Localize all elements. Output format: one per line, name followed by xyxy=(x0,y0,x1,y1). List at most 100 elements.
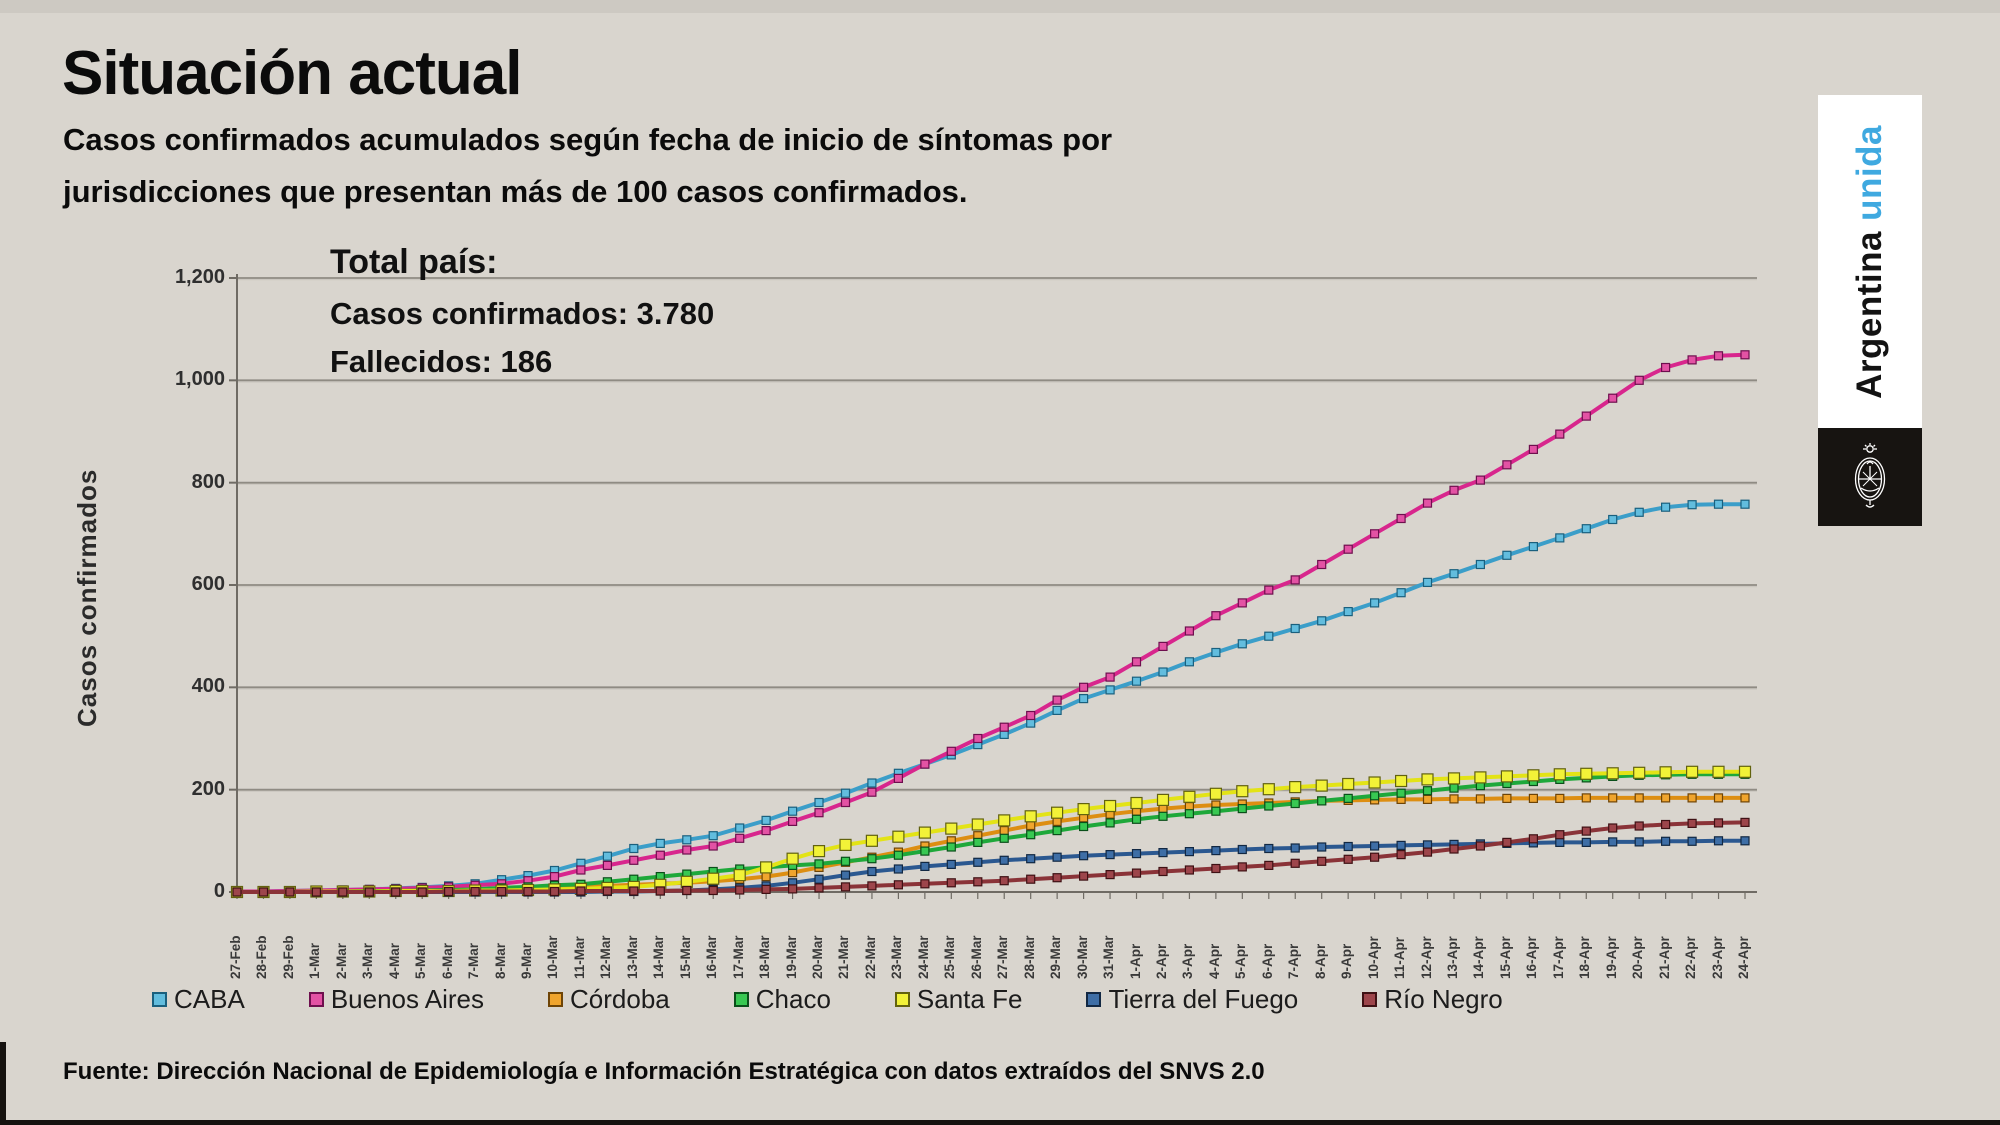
x-tick-label: 23-Mar xyxy=(889,935,905,979)
argentina-unida-text: Argentina unida xyxy=(1850,125,1890,399)
x-tick-label: 14-Apr xyxy=(1471,936,1487,979)
x-tick-label: 8-Apr xyxy=(1312,943,1328,979)
legend-swatch xyxy=(152,992,167,1007)
frame-edge-top xyxy=(0,0,2000,13)
x-tick-label: 22-Mar xyxy=(862,935,878,979)
x-tick-label: 3-Apr xyxy=(1180,943,1196,979)
banner-word-argentina: Argentina xyxy=(1850,230,1889,399)
legend-item-caba: CABA xyxy=(152,984,245,1015)
source-footer: Fuente: Dirección Nacional de Epidemiolo… xyxy=(63,1058,1265,1085)
x-tick-label: 29-Feb xyxy=(280,935,296,979)
x-tick-label: 26-Mar xyxy=(968,935,984,979)
legend-label: Córdoba xyxy=(570,984,670,1014)
x-tick-label: 16-Apr xyxy=(1524,936,1540,979)
legend-item-santa-fe: Santa Fe xyxy=(894,984,1023,1015)
x-tick-label: 24-Mar xyxy=(915,935,931,979)
x-tick-label: 31-Mar xyxy=(1101,935,1117,979)
x-tick-label: 5-Mar xyxy=(413,942,429,979)
x-tick-label: 13-Mar xyxy=(624,935,640,979)
legend-item-río-negro: Río Negro xyxy=(1362,984,1503,1015)
legend-item-córdoba: Córdoba xyxy=(548,984,670,1015)
x-tick-label: 30-Mar xyxy=(1074,935,1090,979)
x-tick-label: 11-Apr xyxy=(1392,936,1408,979)
y-tick-label: 1,000 xyxy=(174,368,225,391)
x-tick-label: 28-Mar xyxy=(1021,935,1037,979)
x-tick-label: 12-Mar xyxy=(598,935,614,979)
x-tick-label: 18-Mar xyxy=(757,935,773,979)
argentina-coat-of-arms-icon xyxy=(1854,443,1886,508)
banner-word-unida: unida xyxy=(1850,124,1889,221)
x-tick-label: 22-Apr xyxy=(1683,936,1699,979)
legend: CABA Buenos Aires Córdoba Chaco Santa Fe Tier… xyxy=(152,984,1567,1015)
x-tick-label: 15-Apr xyxy=(1497,936,1513,979)
x-tick-label: 20-Apr xyxy=(1630,936,1646,979)
x-tick-label: 21-Mar xyxy=(836,935,852,979)
x-tick-label: 6-Apr xyxy=(1259,943,1275,979)
x-tick-label: 15-Mar xyxy=(677,935,693,979)
x-tick-label: 17-Mar xyxy=(730,935,746,979)
legend-label: Tierra del Fuego xyxy=(1108,984,1299,1014)
legend-swatch xyxy=(308,992,324,1007)
x-tick-label: 24-Apr xyxy=(1736,936,1751,979)
frame-edge-bottom xyxy=(0,1120,2000,1125)
x-tick-label: 1-Apr xyxy=(1127,943,1143,979)
x-tick-label: 9-Mar xyxy=(519,942,535,979)
x-tick-label: 4-Apr xyxy=(1206,943,1222,979)
x-tick-label: 7-Apr xyxy=(1286,943,1302,979)
legend-swatch xyxy=(1086,992,1102,1007)
y-tick-label: 800 xyxy=(191,470,225,493)
x-tick-label: 27-Feb xyxy=(228,935,243,979)
total-country-annotation: Total país: Casos confirmados: 3.780 Fal… xyxy=(330,243,714,380)
frame-edge-left xyxy=(0,1042,6,1125)
legend-label: Santa Fe xyxy=(916,984,1023,1014)
x-tick-label: 19-Mar xyxy=(783,935,799,979)
coat-of-arms-box xyxy=(1818,428,1922,526)
legend-label: Chaco xyxy=(755,984,831,1014)
legend-item-buenos-aires: Buenos Aires xyxy=(308,984,485,1015)
legend-swatch xyxy=(1362,992,1378,1007)
page-title: Situación actual xyxy=(62,39,522,108)
x-tick-label: 10-Mar xyxy=(545,935,561,979)
y-tick-label: 400 xyxy=(191,675,225,698)
legend-label: Río Negro xyxy=(1384,984,1503,1014)
x-tick-label: 27-Mar xyxy=(995,935,1011,979)
x-tick-label: 18-Apr xyxy=(1577,936,1593,979)
x-tick-label: 14-Mar xyxy=(651,935,667,979)
y-tick-label: 1,200 xyxy=(174,266,225,288)
legend-label: CABA xyxy=(174,984,245,1014)
x-tick-label: 13-Apr xyxy=(1444,936,1460,979)
x-tick-label: 17-Apr xyxy=(1550,936,1566,979)
x-tick-label: 5-Apr xyxy=(1233,943,1249,979)
annotation-confirmed-cases: Casos confirmados: 3.780 xyxy=(330,296,715,331)
x-tick-label: 2-Apr xyxy=(1153,943,1169,979)
argentina-unida-banner: Argentina unida xyxy=(1818,95,1922,428)
legend-swatch xyxy=(894,992,910,1007)
x-tick-label: 1-Mar xyxy=(307,942,323,979)
annotation-deaths: Fallecidos: 186 xyxy=(330,344,553,379)
legend-swatch xyxy=(733,992,749,1007)
x-tick-label: 28-Feb xyxy=(254,935,270,979)
x-tick-label: 9-Apr xyxy=(1339,943,1355,979)
annotation-total-label: Total país: xyxy=(330,243,498,281)
x-tick-label: 25-Mar xyxy=(942,935,958,979)
x-tick-label: 6-Mar xyxy=(439,942,455,979)
x-tick-label: 8-Mar xyxy=(492,942,508,979)
legend-item-tierra-del-fuego: Tierra del Fuego xyxy=(1086,984,1298,1015)
legend-swatch xyxy=(548,992,564,1007)
legend-label: Buenos Aires xyxy=(330,984,485,1014)
legend-item-chaco: Chaco xyxy=(733,984,831,1015)
x-tick-label: 16-Mar xyxy=(704,935,720,979)
y-tick-label: 200 xyxy=(191,777,225,800)
x-tick-label: 23-Apr xyxy=(1709,936,1725,979)
x-tick-label: 21-Apr xyxy=(1656,936,1672,979)
x-tick-label: 3-Mar xyxy=(360,942,376,979)
x-tick-label: 20-Mar xyxy=(810,935,826,979)
x-tick-label: 12-Apr xyxy=(1418,936,1434,979)
x-tick-label: 29-Mar xyxy=(1048,935,1064,979)
x-tick-label: 19-Apr xyxy=(1603,936,1619,979)
x-tick-label: 7-Mar xyxy=(466,942,482,979)
x-tick-label: 11-Mar xyxy=(571,936,587,979)
page-subtitle: Casos confirmados acumulados según fecha… xyxy=(63,122,1113,210)
